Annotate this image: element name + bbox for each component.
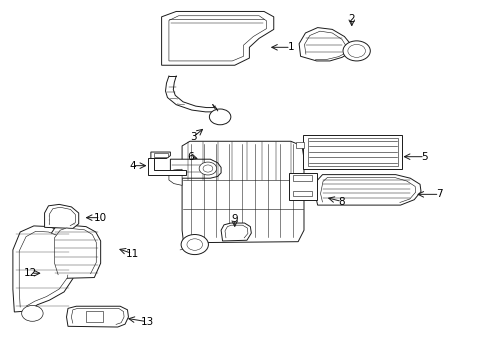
- Polygon shape: [224, 225, 247, 238]
- Text: 9: 9: [231, 215, 238, 224]
- Text: 1: 1: [287, 42, 294, 52]
- Circle shape: [209, 109, 230, 125]
- Polygon shape: [307, 138, 397, 166]
- Polygon shape: [71, 309, 124, 324]
- Polygon shape: [49, 207, 75, 226]
- Polygon shape: [320, 177, 415, 203]
- Text: 8: 8: [338, 197, 345, 207]
- Circle shape: [199, 162, 216, 175]
- Polygon shape: [170, 159, 221, 178]
- Polygon shape: [66, 306, 128, 327]
- Polygon shape: [296, 142, 304, 148]
- Polygon shape: [161, 12, 273, 65]
- Polygon shape: [293, 175, 311, 181]
- Polygon shape: [54, 228, 96, 275]
- Text: 13: 13: [140, 317, 153, 327]
- Polygon shape: [48, 225, 101, 279]
- Circle shape: [21, 306, 43, 321]
- Polygon shape: [303, 135, 401, 169]
- Text: 12: 12: [24, 268, 38, 278]
- Text: 7: 7: [435, 189, 442, 199]
- Polygon shape: [293, 191, 311, 197]
- Text: 10: 10: [94, 213, 107, 222]
- Polygon shape: [182, 141, 304, 243]
- Polygon shape: [168, 16, 266, 61]
- Text: 2: 2: [348, 14, 354, 24]
- Circle shape: [181, 234, 208, 255]
- Polygon shape: [13, 226, 75, 312]
- Text: 6: 6: [187, 152, 194, 162]
- Polygon shape: [151, 152, 170, 158]
- Polygon shape: [289, 173, 316, 200]
- Polygon shape: [19, 231, 69, 307]
- Polygon shape: [148, 158, 185, 175]
- Polygon shape: [44, 204, 79, 228]
- Polygon shape: [304, 31, 346, 59]
- Polygon shape: [299, 28, 351, 61]
- Polygon shape: [154, 153, 167, 157]
- Text: 3: 3: [190, 132, 196, 142]
- Circle shape: [186, 239, 202, 250]
- Text: 5: 5: [421, 152, 427, 162]
- Polygon shape: [221, 223, 251, 241]
- Circle shape: [347, 44, 365, 57]
- Text: 11: 11: [125, 248, 139, 258]
- Polygon shape: [168, 169, 182, 185]
- Polygon shape: [86, 311, 103, 322]
- Polygon shape: [315, 175, 420, 205]
- Text: 4: 4: [129, 161, 135, 171]
- Circle shape: [203, 165, 212, 172]
- Circle shape: [342, 41, 369, 61]
